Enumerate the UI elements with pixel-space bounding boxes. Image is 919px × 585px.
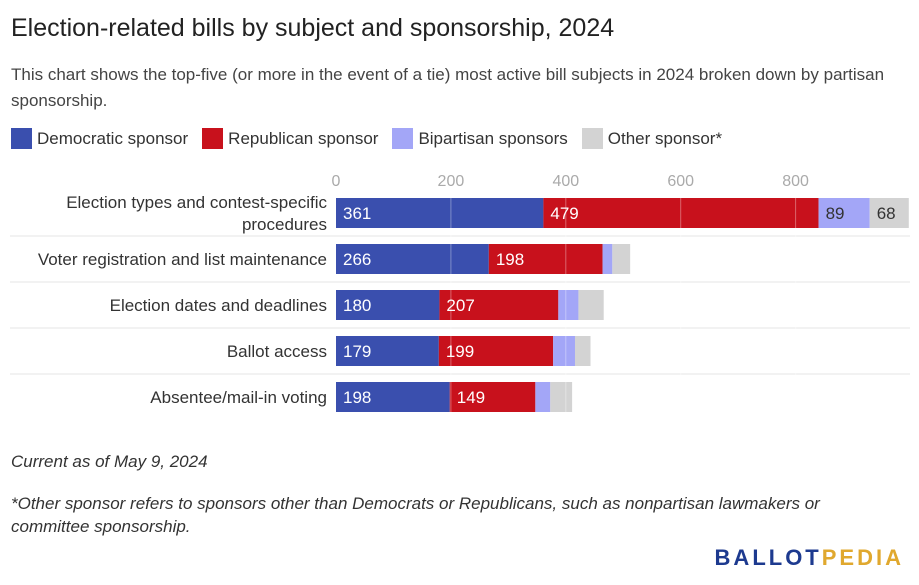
legend-swatch-other bbox=[581, 128, 603, 149]
category-label: Absentee/mail-in voting bbox=[150, 388, 327, 407]
bar-segment-bipartisan-sponsors bbox=[535, 382, 551, 412]
data-label: 266 bbox=[343, 250, 371, 269]
legend-item-bipartisan: Bipartisan sponsors bbox=[392, 128, 568, 149]
bar-segment-republican-sponsor bbox=[543, 198, 819, 228]
x-tick-label: 600 bbox=[667, 173, 694, 190]
bar-chart: 0 200 400 600 800 Election types and contest-… bbox=[10, 173, 910, 412]
legend: Democratic sponsor Republican sponsor Bi… bbox=[11, 128, 736, 149]
bar-segment-democratic-sponsor bbox=[336, 290, 440, 320]
data-label: 198 bbox=[343, 388, 371, 407]
x-tick-label: 200 bbox=[438, 173, 465, 190]
legend-swatch-democratic bbox=[11, 128, 32, 149]
footnote: *Other sponsor refers to sponsors other … bbox=[11, 494, 820, 536]
bars bbox=[336, 198, 909, 412]
chart-subtitle: This chart shows the top-five (or more i… bbox=[11, 65, 885, 110]
date-note: Current as of May 9, 2024 bbox=[11, 452, 208, 471]
data-label: 149 bbox=[457, 388, 485, 407]
legend-item-republican: Republican sponsor bbox=[202, 128, 378, 149]
data-label: 198 bbox=[496, 250, 524, 269]
legend-item-democratic: Democratic sponsor bbox=[11, 128, 188, 149]
legend-item-other: Other sponsor* bbox=[581, 128, 723, 149]
data-label: 361 bbox=[343, 204, 371, 223]
x-tick-label: 400 bbox=[552, 173, 579, 190]
bar-segment-democratic-sponsor bbox=[336, 198, 544, 228]
legend-label-republican: Republican sponsor bbox=[228, 128, 379, 148]
bar-segment-bipartisan-sponsors bbox=[553, 336, 575, 366]
category-label: Ballot access bbox=[227, 342, 327, 361]
data-label: 180 bbox=[343, 296, 371, 315]
data-label: 207 bbox=[446, 296, 474, 315]
bar-segment-bipartisan-sponsors bbox=[818, 198, 870, 228]
bar-segment-democratic-sponsor bbox=[336, 244, 489, 274]
brand-logo-part1: BALLOT bbox=[714, 545, 822, 570]
legend-swatch-bipartisan bbox=[392, 128, 414, 149]
bar-segment-other-sponsor bbox=[574, 336, 591, 366]
category-label-line: procedures bbox=[242, 215, 327, 234]
legend-label-democratic: Democratic sponsor bbox=[37, 128, 189, 148]
x-tick-label: 0 bbox=[332, 173, 341, 190]
legend-label-bipartisan: Bipartisan sponsors bbox=[418, 128, 568, 148]
category-label: Voter registration and list maintenance bbox=[38, 250, 327, 269]
bar-segment-republican-sponsor bbox=[438, 336, 554, 366]
chart-title: Election-related bills by subject and sp… bbox=[11, 14, 615, 42]
category-label-line: Election types and contest-specific bbox=[66, 193, 327, 212]
x-tick-label: 800 bbox=[782, 173, 809, 190]
bar-segment-other-sponsor bbox=[578, 290, 604, 320]
bar-segment-democratic-sponsor bbox=[336, 382, 450, 412]
category-label-line: Ballot access bbox=[227, 342, 327, 361]
category-label: Election types and contest-specific proce… bbox=[66, 193, 327, 234]
bar-segment-other-sponsor bbox=[869, 198, 909, 228]
category-label-line: Absentee/mail-in voting bbox=[150, 388, 327, 407]
bar-segment-other-sponsor bbox=[612, 244, 631, 274]
category-label: Election dates and deadlines bbox=[110, 296, 327, 315]
data-label: 199 bbox=[446, 342, 474, 361]
bar-segment-republican-sponsor bbox=[488, 244, 603, 274]
legend-label-other: Other sponsor* bbox=[607, 128, 723, 148]
bar-segment-republican-sponsor bbox=[449, 382, 536, 412]
bar-segment-bipartisan-sponsors bbox=[602, 244, 613, 274]
brand-logo: BALLOTPEDIA bbox=[715, 545, 904, 571]
data-label: 479 bbox=[550, 204, 578, 223]
bar-segment-bipartisan-sponsors bbox=[558, 290, 579, 320]
brand-logo-part2: PEDIA bbox=[821, 545, 904, 570]
category-label-line: Election dates and deadlines bbox=[110, 296, 327, 315]
bar-segment-republican-sponsor bbox=[439, 290, 559, 320]
data-label: 68 bbox=[877, 204, 896, 223]
category-label-line: Voter registration and list maintenance bbox=[38, 250, 327, 269]
data-label: 179 bbox=[343, 342, 371, 361]
bar-segment-other-sponsor bbox=[550, 382, 573, 412]
bar-segment-democratic-sponsor bbox=[336, 336, 439, 366]
data-label: 89 bbox=[826, 204, 845, 223]
legend-swatch-republican bbox=[202, 128, 224, 149]
